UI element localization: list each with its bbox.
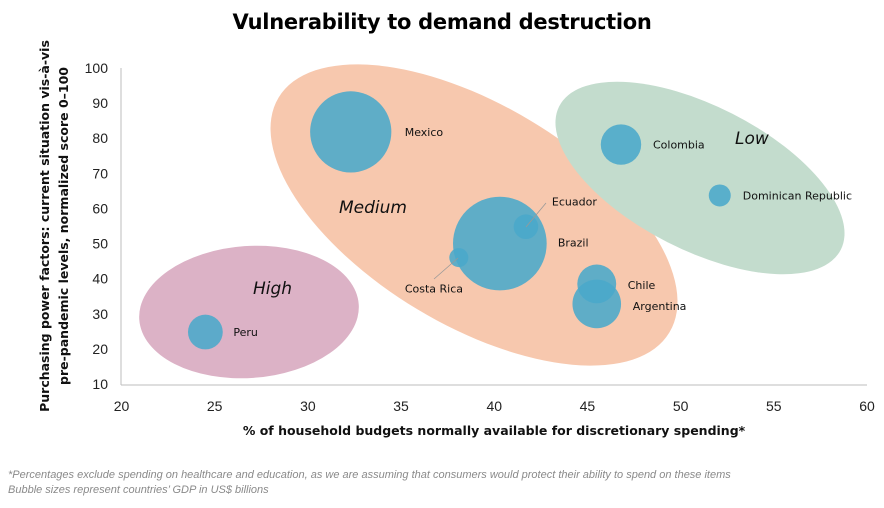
bubble-label: Brazil [558, 237, 589, 250]
leader-line-costa-rica [433, 257, 459, 280]
x-tick-label: 45 [580, 398, 596, 414]
y-axis-title-line2: pre-pandemic levels, normalized score 0–… [56, 67, 71, 385]
bubble-label: Mexico [405, 126, 444, 139]
bubble-label: Colombia [653, 139, 705, 152]
zone-label-low: Low [735, 129, 769, 149]
bubble-label: Argentina [633, 300, 687, 313]
bubble-label: Dominican Republic [743, 189, 852, 202]
bubble-label: Chile [628, 279, 656, 292]
x-tick-label: 35 [393, 398, 409, 414]
x-axis-title: % of household budgets normally availabl… [243, 423, 746, 438]
bubble-label: Peru [233, 326, 258, 339]
x-tick-label: 55 [766, 398, 782, 414]
x-tick-label: 40 [486, 398, 502, 414]
y-tick-label: 90 [92, 95, 108, 111]
bubble-brazil [453, 196, 547, 291]
bubble-dominican-republic [708, 184, 731, 207]
bubble-argentina [572, 279, 622, 329]
y-tick-label: 60 [92, 200, 108, 216]
y-tick-label: 40 [92, 271, 108, 287]
y-tick-label: 10 [92, 376, 108, 392]
bubble-label: Costa Rica [405, 283, 463, 296]
zone-label-medium: Medium [339, 198, 407, 218]
bubble-label: Ecuador [552, 196, 597, 209]
bubble-colombia [600, 124, 642, 165]
leader-line-ecuador [525, 202, 547, 228]
bubble-peru [187, 314, 223, 350]
zone-label-high: High [253, 279, 292, 299]
y-tick-label: 50 [92, 236, 108, 252]
x-tick-label: 20 [114, 398, 130, 414]
chart-title: Vulnerability to demand destruction [232, 10, 652, 34]
y-tick-label: 80 [92, 130, 108, 146]
y-axis-title-line1: Purchasing power factors: current situat… [37, 40, 52, 412]
bubble-costa-rica [449, 248, 469, 268]
bubble-mexico [310, 91, 392, 173]
y-tick-label: 30 [92, 306, 108, 322]
x-tick-label: 60 [859, 398, 875, 414]
y-tick-label: 100 [85, 60, 109, 76]
x-tick-label: 50 [673, 398, 689, 414]
footnote-1: *Percentages exclude spending on healthc… [8, 469, 731, 481]
y-tick-label: 20 [92, 341, 108, 357]
zone-high [139, 245, 359, 379]
x-tick-label: 30 [300, 398, 316, 414]
footnote-2: Bubble sizes represent countries’ GDP in… [8, 484, 269, 496]
x-tick-label: 25 [207, 398, 223, 414]
y-tick-label: 70 [92, 165, 108, 181]
